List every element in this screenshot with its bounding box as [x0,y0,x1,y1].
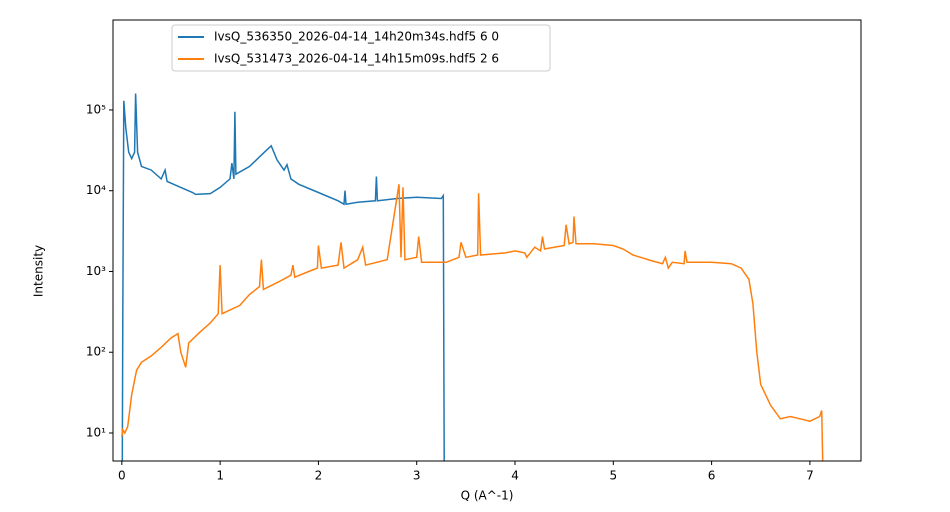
legend-box [171,24,551,72]
x-tick-label: 5 [609,469,617,483]
y-tick-label: 10³ [86,264,106,278]
x-tick-label: 3 [413,469,421,483]
y-tick-label: 10⁵ [86,102,106,116]
legend-label: IvsQ_536350_2026-04-14_14h20m34s.hdf5 6 … [214,30,499,44]
y-tick-label: 10⁴ [86,183,106,197]
y-tick-label: 10² [86,345,106,359]
y-tick-label: 10¹ [86,425,106,439]
x-tick-label: 6 [708,469,716,483]
x-tick-label: 7 [806,469,814,483]
plot-frame [112,19,862,462]
series-line [121,184,824,461]
x-tick-label: 2 [315,469,323,483]
x-axis-label: Q (A^-1) [461,489,514,503]
y-axis-label: Intensity [32,245,46,297]
x-tick-label: 4 [511,469,519,483]
x-tick-label: 1 [216,469,224,483]
series-line [121,93,445,461]
legend-label: IvsQ_531473_2026-04-14_14h15m09s.hdf5 2 … [214,52,499,66]
x-tick-label: 0 [118,469,126,483]
